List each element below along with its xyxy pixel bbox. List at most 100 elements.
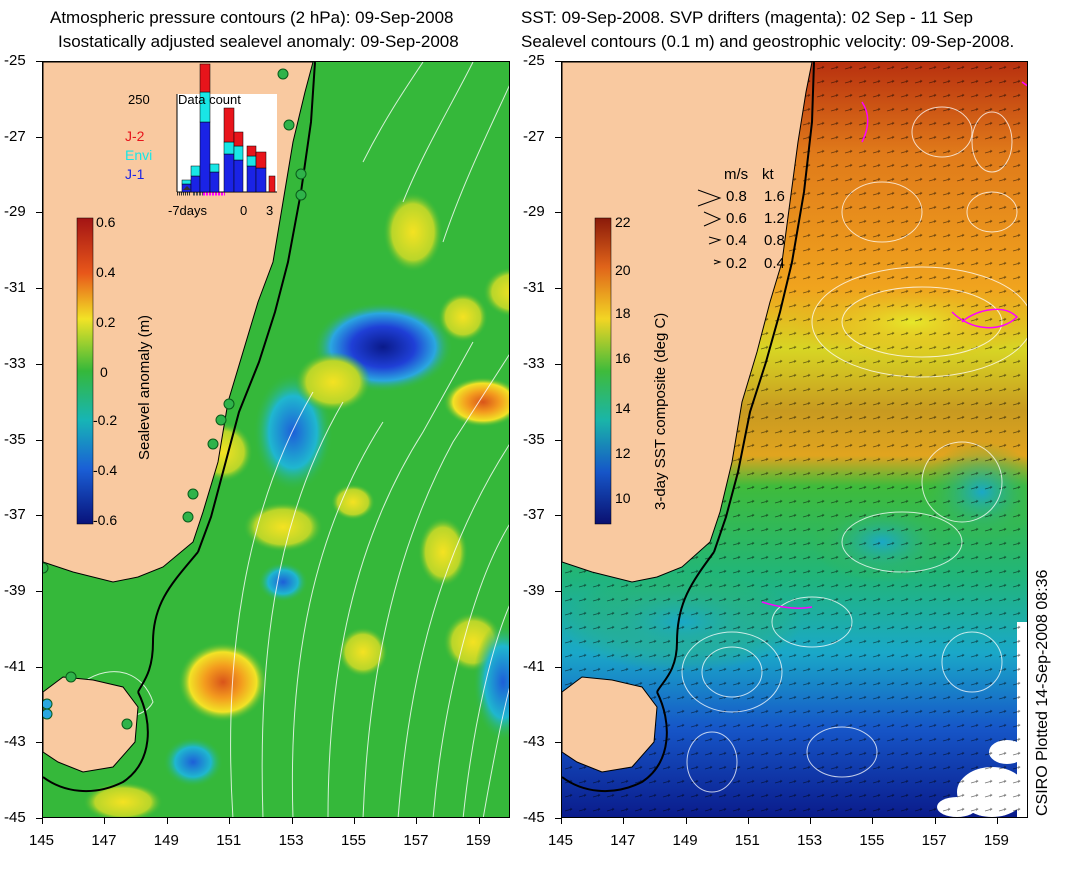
y-tick-mark	[36, 515, 42, 517]
y-tick-mark	[555, 666, 561, 668]
right-cb-tick: 22	[615, 214, 631, 230]
left-cb-tick: 0	[100, 364, 108, 380]
y-tick-mark	[555, 515, 561, 517]
inset-ymax-label: 250	[128, 92, 150, 107]
velocity-row-kt: 1.2	[764, 210, 785, 227]
y-tick-mark	[555, 590, 561, 592]
left-title-line1: Atmospheric pressure contours (2 hPa): 0…	[50, 8, 454, 27]
y-tick-mark	[555, 818, 561, 819]
velocity-row-kt: 1.6	[764, 188, 785, 205]
x-tick-label: 145	[29, 832, 55, 849]
y-tick-mark	[36, 212, 42, 214]
left-cb-tick: 0.6	[96, 214, 116, 230]
y-tick-mark	[36, 818, 42, 819]
x-tick-mark	[166, 818, 168, 824]
right-cb-tick: 18	[615, 305, 631, 321]
y-tick-label: -27	[523, 127, 545, 145]
y-tick-label: -33	[4, 354, 26, 372]
inset-xtick: 0	[240, 203, 248, 218]
right-map-graphic	[562, 62, 1027, 817]
inset-xtick: 3	[266, 203, 274, 218]
x-tick-mark	[996, 818, 998, 824]
left-sealevel-map	[42, 61, 510, 818]
y-tick-mark	[36, 61, 42, 62]
y-tick-label: -33	[523, 354, 545, 372]
velocity-legend-arrows	[697, 189, 722, 265]
velocity-row-kt: 0.4	[764, 255, 785, 272]
x-tick-label: 153	[278, 832, 304, 849]
right-cb-tick: 16	[615, 350, 631, 366]
x-tick-mark	[354, 818, 355, 824]
left-cb-title: Sealevel anomaly (m)	[136, 314, 153, 460]
inset-legend-j2: J-2	[125, 128, 145, 144]
y-tick-mark	[555, 742, 561, 744]
x-tick-label: 159	[983, 832, 1009, 849]
right-cb-tick: 20	[615, 262, 631, 278]
left-cb-tick: -0.4	[93, 462, 118, 478]
y-tick-label: -45	[4, 809, 26, 826]
y-tick-mark	[36, 590, 42, 592]
y-tick-label: -35	[4, 430, 26, 448]
velocity-row-ms: 0.6	[726, 210, 747, 227]
left-title-line2: Isostatically adjusted sealevel anomaly:…	[58, 32, 459, 51]
x-tick-label: 159	[465, 832, 491, 849]
left-cb-tick: 0.2	[96, 314, 116, 330]
x-tick-mark	[747, 818, 749, 824]
left-map-graphic	[43, 62, 509, 817]
y-tick-label: -29	[523, 203, 545, 221]
y-tick-label: -25	[523, 52, 545, 69]
x-tick-mark	[561, 818, 562, 824]
x-tick-mark	[872, 818, 874, 824]
x-tick-label: 147	[610, 832, 636, 849]
plot-timestamp: CSIRO Plotted 14-Sep-2008 08:36	[1034, 569, 1051, 816]
right-colorbar	[594, 217, 612, 525]
x-tick-label: 151	[734, 832, 760, 849]
x-tick-label: 149	[153, 832, 179, 849]
velocity-row-ms: 0.4	[726, 232, 747, 249]
x-tick-mark	[934, 818, 936, 824]
x-tick-label: 147	[91, 832, 117, 849]
right-cb-title: 3-day SST composite (deg C)	[652, 312, 669, 510]
x-tick-mark	[42, 818, 43, 824]
x-tick-label: 153	[797, 832, 823, 849]
y-tick-label: -45	[523, 809, 545, 826]
inset-title: Data count	[178, 92, 241, 107]
inset-legend-envi: Envi	[125, 147, 153, 163]
x-tick-mark	[291, 818, 293, 824]
y-tick-mark	[36, 439, 42, 441]
x-tick-label: 155	[341, 832, 367, 849]
y-tick-mark	[36, 666, 42, 668]
left-colorbar	[76, 217, 94, 525]
y-tick-label: -27	[4, 127, 26, 145]
x-tick-mark	[810, 818, 812, 824]
y-tick-mark	[555, 288, 561, 290]
y-tick-mark	[555, 61, 561, 62]
x-tick-label: 149	[672, 832, 698, 849]
right-title-line2: Sealevel contours (0.1 m) and geostrophi…	[521, 32, 1015, 51]
right-sst-map	[561, 61, 1028, 818]
x-tick-label: 157	[403, 832, 429, 849]
data-count-inset	[176, 63, 277, 196]
y-tick-mark	[555, 136, 561, 138]
y-tick-label: -43	[4, 733, 26, 751]
right-cb-tick: 10	[615, 490, 631, 506]
left-cb-tick: -0.6	[93, 512, 118, 528]
velocity-header-ms: m/s	[724, 166, 749, 183]
velocity-row-ms: 0.8	[726, 188, 747, 205]
y-tick-mark	[36, 742, 42, 744]
y-tick-label: -39	[4, 581, 26, 599]
y-tick-label: -29	[4, 203, 26, 221]
x-tick-label: 151	[216, 832, 242, 849]
y-tick-mark	[36, 288, 42, 290]
x-tick-mark	[623, 818, 625, 824]
y-tick-label: -41	[4, 657, 26, 675]
y-tick-label: -35	[523, 430, 545, 448]
y-tick-mark	[555, 439, 561, 441]
velocity-header-kt: kt	[762, 166, 774, 183]
velocity-row-ms: 0.2	[726, 255, 747, 272]
y-tick-label: -43	[523, 733, 545, 751]
y-tick-label: -39	[523, 581, 545, 599]
y-tick-label: -31	[4, 279, 26, 297]
velocity-row-kt: 0.8	[764, 232, 785, 249]
y-tick-label: -37	[523, 506, 545, 524]
